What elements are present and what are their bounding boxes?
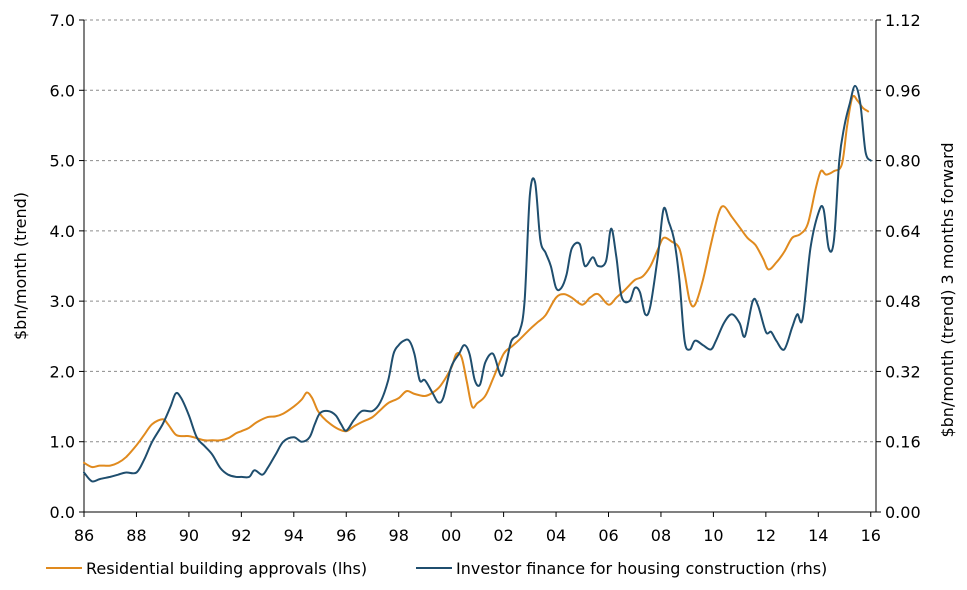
left-axis-ticks: 0.0 1.0 2.0 3.0 4.0 5.0 6.0 7.0 <box>50 11 84 522</box>
x-tick-label: 10 <box>703 526 723 545</box>
x-tick-label: 02 <box>493 526 513 545</box>
axes <box>83 20 877 513</box>
x-tick-label: 04 <box>546 526 566 545</box>
right-tick-label: 0.32 <box>885 362 921 381</box>
left-tick-label: 0.0 <box>50 503 75 522</box>
x-tick-label: 00 <box>441 526 461 545</box>
legend-label: Investor finance for housing constructio… <box>456 559 827 578</box>
left-tick-label: 1.0 <box>50 433 75 452</box>
x-tick-label: 12 <box>756 526 776 545</box>
x-tick-label: 92 <box>231 526 251 545</box>
x-tick-label: 94 <box>284 526 304 545</box>
x-tick-label: 14 <box>808 526 828 545</box>
left-tick-label: 6.0 <box>50 81 75 100</box>
gridlines <box>84 19 876 443</box>
left-tick-label: 3.0 <box>50 292 75 311</box>
x-tick-label: 06 <box>598 526 618 545</box>
right-tick-label: 0.96 <box>885 81 921 100</box>
x-tick-label: 90 <box>179 526 199 545</box>
right-tick-label: 1.12 <box>885 11 921 30</box>
series-line-building-approvals <box>83 94 870 469</box>
right-axis-ticks: 0.00 0.16 0.32 0.48 0.64 0.80 0.96 1.12 <box>876 11 921 522</box>
left-axis-title: $bn/month (trend) <box>11 192 30 340</box>
right-tick-label: 0.00 <box>885 503 921 522</box>
right-tick-label: 0.80 <box>885 152 921 171</box>
right-tick-label: 0.48 <box>885 292 921 311</box>
x-tick-label: 08 <box>651 526 671 545</box>
series-line-investor-finance <box>83 84 872 483</box>
left-tick-label: 4.0 <box>50 222 75 241</box>
x-axis-ticks: 86 88 90 92 94 96 98 00 02 04 06 08 10 12 14 16 <box>74 512 881 545</box>
left-tick-label: 7.0 <box>50 11 75 30</box>
right-tick-label: 0.16 <box>885 433 921 452</box>
left-tick-label: 2.0 <box>50 362 75 381</box>
right-tick-label: 0.64 <box>885 222 921 241</box>
left-tick-label: 5.0 <box>50 152 75 171</box>
x-tick-label: 86 <box>74 526 94 545</box>
x-tick-label: 88 <box>126 526 146 545</box>
series-lines <box>83 84 872 483</box>
x-tick-label: 96 <box>336 526 356 545</box>
legend-label: Residential building approvals (lhs) <box>86 559 367 578</box>
right-axis-title: $bn/month (trend) 3 months forward <box>938 142 957 437</box>
x-tick-label: 16 <box>861 526 881 545</box>
x-tick-label: 98 <box>389 526 409 545</box>
legend: Residential building approvals (lhs) Inve… <box>46 559 827 578</box>
